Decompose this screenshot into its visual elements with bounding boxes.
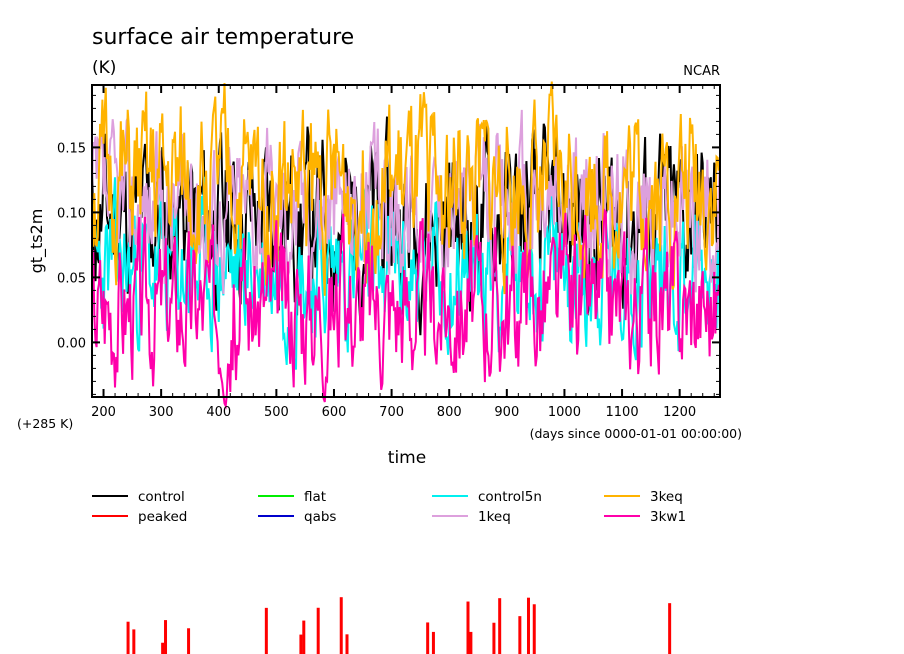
x-tick-label: 1100: [606, 405, 639, 420]
chart-title: surface air temperature: [92, 25, 354, 50]
y-tick-label: 0.15: [57, 141, 86, 156]
y-tick-label: 0.10: [57, 206, 86, 221]
peaked-spike: [345, 634, 349, 654]
x-axis-label: time: [388, 448, 426, 468]
chart-units: (K): [92, 58, 116, 78]
y-offset-label: (+285 K): [17, 416, 73, 431]
legend-item-1keq: 1keq: [432, 509, 511, 525]
legend-label: control5n: [478, 489, 542, 505]
legend-label: 3kw1: [650, 509, 686, 525]
legend-item-3kw1: 3kw1: [604, 509, 686, 525]
legend: control flat control5n 3keq peaked qabs 1keq 3k…: [92, 489, 686, 525]
x-tick-label: 500: [264, 405, 289, 420]
peaked-spike: [302, 620, 306, 654]
y-tick-label: 0.00: [57, 336, 86, 351]
legend-item-flat: flat: [258, 489, 326, 505]
x-tick-label: 1000: [548, 405, 581, 420]
peaked-spike: [339, 597, 343, 654]
series-line-3keq: [92, 81, 720, 296]
peaked-spike: [164, 620, 168, 654]
peaked-spike: [466, 601, 470, 654]
peaked-spike: [469, 631, 473, 654]
legend-item-3keq: 3keq: [604, 489, 683, 505]
series-line-3kw1: [92, 208, 720, 410]
legend-item-peaked: peaked: [92, 509, 187, 525]
x-tick-label: 400: [206, 405, 231, 420]
peaked-spike: [668, 603, 672, 654]
x-tick-label: 600: [322, 405, 347, 420]
legend-label: qabs: [304, 509, 336, 525]
peaked-spike: [492, 622, 496, 654]
x-tick-label: 300: [149, 405, 174, 420]
legend-label: 3keq: [650, 489, 683, 505]
x-axis-units: (days since 0000-01-01 00:00:00): [530, 426, 742, 441]
peaked-spike: [498, 598, 502, 654]
y-tick-label: 0.05: [57, 271, 86, 286]
x-tick-label: 700: [379, 405, 404, 420]
legend-item-control5n: control5n: [432, 489, 542, 505]
plot-lines: [92, 81, 720, 410]
peaked-spike: [316, 607, 320, 654]
peaked-spike: [426, 622, 430, 654]
peaked-spike: [161, 642, 165, 654]
legend-label: control: [138, 489, 185, 505]
peaked-spike: [187, 628, 191, 654]
axis-ticks: 200 300 400 500 600 700 800 900 1000 1100 1200 0.00…: [57, 85, 720, 420]
peaked-spike: [526, 597, 530, 654]
credit-label: NCAR: [683, 64, 720, 79]
legend-item-control: control: [92, 489, 185, 505]
peaked-spike: [431, 631, 435, 654]
peaked-spike: [132, 629, 136, 654]
legend-label: flat: [304, 489, 326, 505]
y-axis-label: gt_ts2m: [27, 209, 47, 274]
peaked-spike: [532, 604, 536, 654]
axes-frame: [91, 84, 721, 398]
peaked-spike: [126, 621, 130, 654]
legend-label: peaked: [138, 509, 187, 525]
peaked-overflow-spikes: [126, 597, 672, 654]
x-tick-label: 1200: [663, 405, 696, 420]
peaked-spike: [299, 634, 303, 654]
legend-label: 1keq: [478, 509, 511, 525]
legend-item-qabs: qabs: [258, 509, 336, 525]
peaked-spike: [518, 616, 522, 654]
peaked-spike: [264, 607, 268, 654]
series-line-1keq: [92, 109, 720, 302]
x-tick-label: 800: [437, 405, 462, 420]
x-tick-label: 200: [91, 405, 116, 420]
x-tick-label: 900: [494, 405, 519, 420]
